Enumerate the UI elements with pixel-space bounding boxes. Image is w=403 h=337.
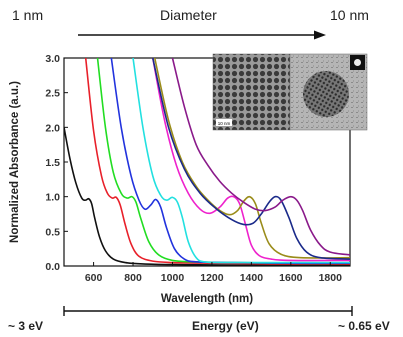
y-tick-label: 0.5: [45, 226, 60, 238]
y-axis-label: Normalized Absorbance (a.u.): [9, 81, 21, 243]
absorbance-series-7: [153, 58, 350, 259]
energy-bar: ~ 3 eV Energy (eV) ~ 0.65 eV: [8, 306, 390, 333]
x-tick-label: 800: [124, 272, 142, 284]
absorbance-series-5: [132, 58, 350, 264]
y-tick-label: 1.0: [45, 192, 60, 204]
x-axis-label: Wavelength (nm): [161, 293, 253, 305]
diameter-bar: 1 nm Diameter 10 nm: [12, 7, 369, 40]
x-tick-label: 1600: [279, 272, 303, 284]
diameter-left-label: 1 nm: [12, 7, 43, 23]
diameter-right-label: 10 nm: [330, 7, 369, 23]
y-tick-label: 0.0: [45, 261, 60, 273]
absorbance-series-1: [64, 127, 350, 266]
x-tick-label: 1800: [319, 272, 343, 284]
scale-bar: [216, 119, 232, 126]
fft-pattern: [354, 59, 361, 66]
scale-bar-label: 10 nm: [218, 121, 231, 126]
y-tick-label: 2.5: [45, 88, 60, 100]
energy-right-label: ~ 0.65 eV: [338, 319, 390, 333]
absorbance-series-9: [171, 58, 350, 256]
tem-nanocrystal: [303, 71, 349, 117]
x-tick-label: 1200: [200, 272, 224, 284]
energy-title: Energy (eV): [192, 319, 259, 333]
diameter-title: Diameter: [160, 7, 217, 23]
series-layer: [64, 58, 350, 266]
absorbance-series-6: [151, 58, 350, 262]
tem-inset: 10 nm: [212, 53, 368, 131]
absorbance-series-8: [151, 58, 350, 260]
x-tick-label: 1400: [240, 272, 264, 284]
x-tick-label: 600: [85, 272, 103, 284]
ticks-layer: 600 800 1000 1200 1400 1600 1800 0.0 0.5 1.0 1.5 2.…: [45, 53, 342, 284]
y-tick-label: 1.5: [45, 157, 60, 169]
diameter-arrow-head: [314, 30, 326, 40]
absorbance-series-2: [84, 58, 350, 265]
y-tick-label: 3.0: [45, 53, 60, 65]
tem-overview-image: [212, 53, 291, 131]
energy-left-label: ~ 3 eV: [8, 319, 43, 333]
y-tick-label: 2.0: [45, 122, 60, 134]
x-tick-label: 1000: [161, 272, 185, 284]
